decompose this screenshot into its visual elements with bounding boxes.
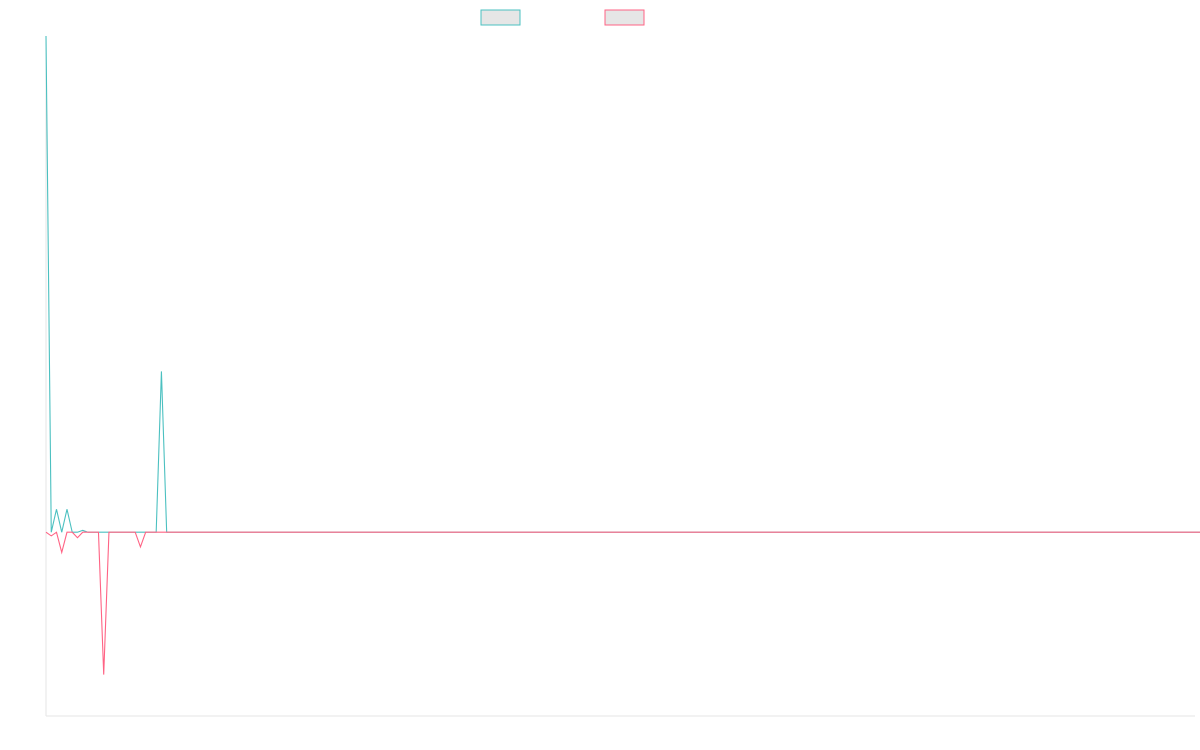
series-line-2 — [45, 531, 1200, 675]
legend-swatch-1[interactable] — [480, 9, 521, 26]
series-layer — [45, 35, 1200, 675]
legend-swatch-2[interactable] — [604, 9, 645, 26]
legend[interactable] — [480, 9, 645, 26]
series-line-1 — [45, 35, 1200, 533]
